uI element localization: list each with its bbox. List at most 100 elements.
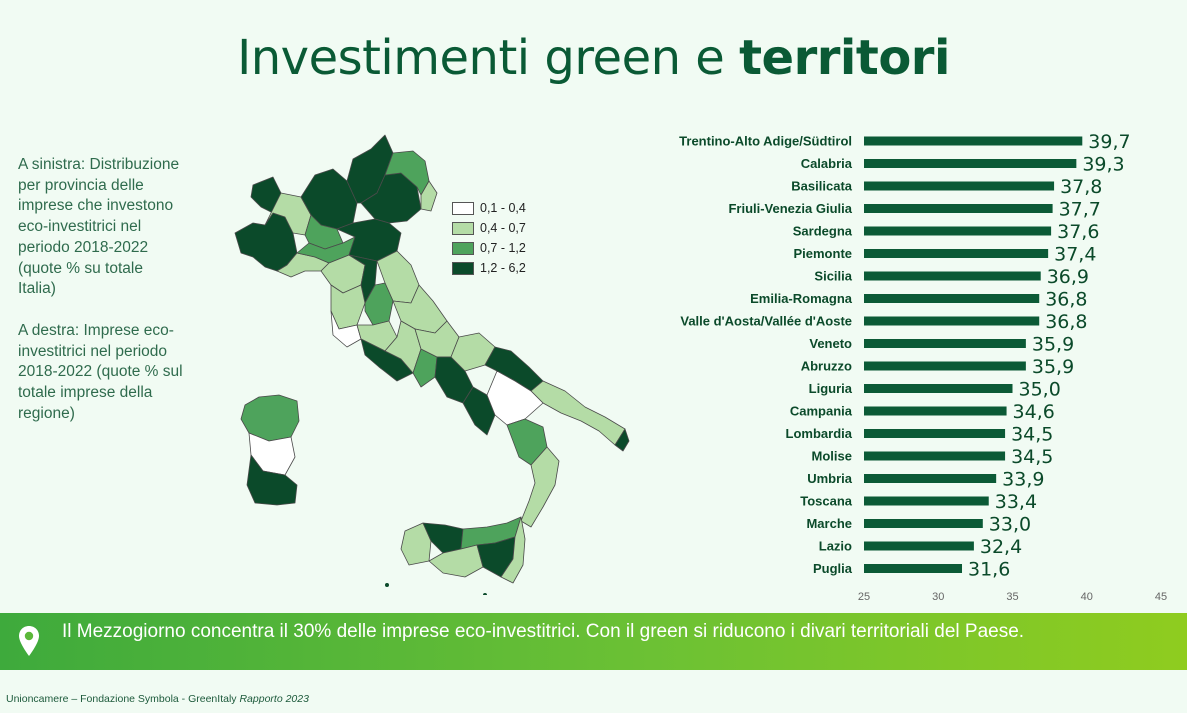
category-label: Veneto [809, 336, 852, 351]
value-label: 31,6 [968, 559, 1010, 581]
legend-label: 0,4 - 0,7 [480, 221, 526, 235]
banner-message: Il Mezzogiorno concentra il 30% delle im… [62, 621, 1025, 642]
category-label: Lombardia [786, 426, 853, 441]
map-region-sardegna-north [240, 394, 300, 442]
title-bold: territori [739, 30, 950, 86]
page-title: Investimenti green e territori [0, 30, 1187, 86]
bar [864, 226, 1052, 236]
italy-map-svg [234, 134, 630, 597]
location-pin-icon [19, 626, 39, 656]
bar [864, 316, 1040, 326]
value-label: 37,6 [1057, 221, 1099, 243]
legend-item: 0,4 - 0,7 [452, 218, 526, 238]
map-region-basilicata [486, 370, 544, 426]
value-label: 36,8 [1045, 289, 1087, 311]
bar [864, 204, 1053, 213]
value-label: 36,9 [1047, 266, 1089, 288]
legend-swatch [452, 261, 474, 275]
x-tick-label: 45 [1155, 591, 1167, 603]
bar [864, 136, 1083, 146]
legend-item: 1,2 - 6,2 [452, 258, 526, 278]
category-label: Toscana [800, 494, 853, 509]
legend-label: 0,7 - 1,2 [480, 241, 526, 255]
category-label: Valle d'Aosta/Vallée d'Aoste [680, 314, 852, 329]
bar [864, 181, 1055, 191]
value-label: 35,9 [1032, 356, 1074, 378]
category-label: Liguria [809, 381, 853, 396]
value-label: 33,4 [995, 491, 1037, 513]
description-right: A destra: Imprese eco-investitrici nel p… [18, 321, 183, 422]
value-label: 34,6 [1013, 401, 1055, 423]
map-region-salento [614, 428, 630, 452]
map-legend: 0,1 - 0,4 0,4 - 0,7 0,7 - 1,2 1,2 - 6,2 [452, 198, 526, 278]
category-label: Marche [806, 516, 852, 531]
value-label: 36,8 [1045, 311, 1087, 333]
x-tick-label: 25 [858, 591, 870, 603]
value-label: 35,9 [1032, 334, 1074, 356]
footer-source: Unioncamere – Fondazione Symbola - Green… [6, 693, 237, 705]
category-label: Calabria [801, 156, 853, 171]
category-label: Piemonte [793, 246, 852, 261]
value-label: 37,7 [1059, 199, 1101, 221]
footer-report: Rapporto 2023 [239, 693, 309, 705]
bar [864, 496, 989, 506]
map-region-campania [434, 356, 474, 404]
source-footer: Unioncamere – Fondazione Symbola - Green… [6, 693, 309, 705]
category-label: Campania [790, 404, 853, 419]
map-region-veneto-east [420, 180, 438, 212]
map-description: A sinistra: Distribuzione per provincia … [18, 155, 183, 445]
category-label: Lazio [819, 539, 852, 554]
message-banner: Il Mezzogiorno concentra il 30% delle im… [0, 613, 1187, 670]
title-main: Investimenti green e [237, 30, 725, 86]
category-label: Friuli-Venezia Giulia [728, 201, 852, 216]
bar [864, 271, 1041, 281]
map-island-lampedusa [385, 583, 389, 587]
map-region-sicilia-east [500, 516, 526, 584]
x-tick-label: 30 [932, 591, 944, 603]
value-label: 34,5 [1011, 446, 1053, 468]
legend-item: 0,1 - 0,4 [452, 198, 526, 218]
value-label: 33,9 [1002, 469, 1044, 491]
bar-chart-svg: Trentino-Alto Adige/Südtirol 39,7 Calabria… [679, 131, 1167, 603]
map-region-calabria [520, 446, 560, 528]
bar [864, 541, 974, 551]
category-label: Emilia-Romagna [750, 291, 853, 306]
bar [864, 249, 1049, 258]
value-label: 35,0 [1019, 379, 1061, 401]
value-label: 39,3 [1082, 154, 1124, 176]
italy-province-map [225, 125, 645, 597]
regional-bar-chart: Trentino-Alto Adige/Südtirol 39,7 Calabria… [640, 125, 1180, 614]
legend-swatch [452, 241, 474, 255]
legend-swatch [452, 201, 474, 215]
category-label: Sicilia [814, 269, 852, 284]
legend-item: 0,7 - 1,2 [452, 238, 526, 258]
x-tick-label: 40 [1081, 591, 1093, 603]
map-island-pantelleria [483, 593, 487, 597]
bar [864, 474, 997, 483]
map-region-puglia-south [530, 380, 626, 446]
legend-swatch [452, 221, 474, 235]
value-label: 33,0 [989, 514, 1031, 536]
value-label: 37,4 [1054, 244, 1096, 266]
category-label: Umbria [807, 471, 853, 486]
bar [864, 159, 1077, 168]
bar [864, 361, 1026, 371]
map-region-emilia-east [336, 218, 402, 262]
category-label: Trentino-Alto Adige/Südtirol [679, 134, 852, 149]
description-left: A sinistra: Distribuzione per provincia … [18, 156, 180, 298]
value-label: 34,5 [1011, 424, 1053, 446]
map-region-sicilia-south [428, 544, 484, 578]
legend-label: 0,1 - 0,4 [480, 201, 526, 215]
bar [864, 339, 1026, 348]
map-region-sardegna-south [246, 454, 298, 506]
bar [864, 519, 983, 528]
category-label: Abruzzo [801, 359, 852, 374]
bar [864, 294, 1040, 303]
legend-label: 1,2 - 6,2 [480, 261, 526, 275]
bar [864, 564, 963, 573]
category-label: Molise [812, 449, 852, 464]
bar [864, 451, 1006, 461]
bar [864, 406, 1007, 416]
category-label: Puglia [813, 561, 853, 576]
value-label: 39,7 [1088, 131, 1130, 153]
